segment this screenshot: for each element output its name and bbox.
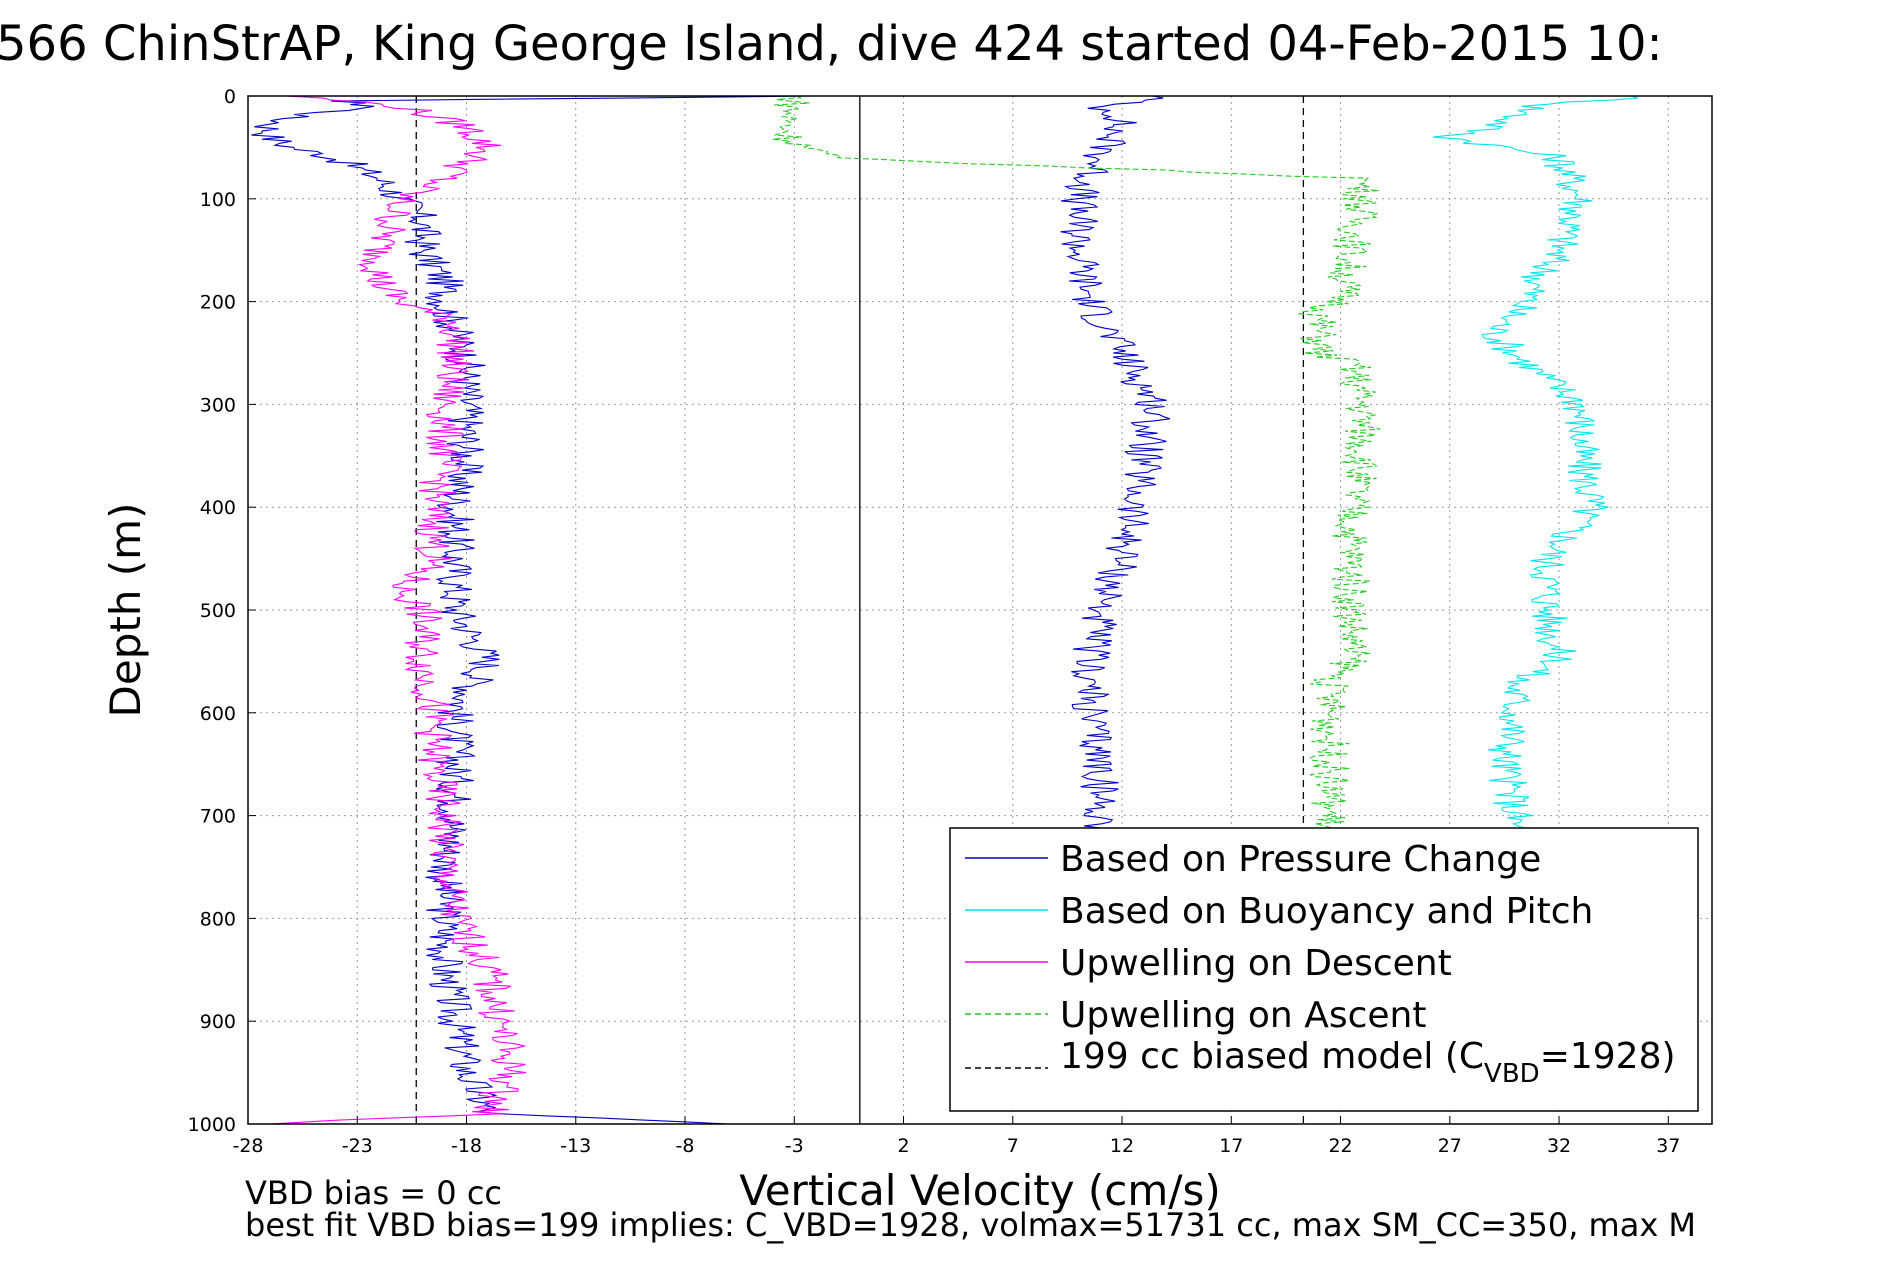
series-line-1-profile <box>1433 96 1638 837</box>
y-axis-label: Depth (m) <box>101 503 150 718</box>
legend-label-descent: Upwelling on Descent <box>1060 943 1452 984</box>
x-tick-label-8: 12 <box>1110 1135 1134 1157</box>
series-line-3-profile <box>772 96 1381 837</box>
x-tick-label-6: 2 <box>897 1135 909 1157</box>
legend-box <box>949 827 1699 1112</box>
series-line-0-ascent <box>1060 96 1171 837</box>
x-axis-label: Vertical Velocity (cm/s) <box>739 1166 1220 1215</box>
series-layer <box>251 96 1638 1124</box>
y-tick-label-0: 0 <box>224 86 236 108</box>
y-tick-label-4: 400 <box>200 497 236 519</box>
x-tick-label-3: -13 <box>560 1135 591 1157</box>
x-tick-label-10: 22 <box>1328 1135 1352 1157</box>
x-tick-label-7: 7 <box>1007 1135 1019 1157</box>
x-tick-label-9: 17 <box>1219 1135 1243 1157</box>
y-tick-label-6: 600 <box>200 703 236 725</box>
y-tick-label-8: 800 <box>200 908 236 930</box>
chart-title: 566 ChinStrAP, King George Island, dive … <box>0 16 1663 72</box>
x-tick-labels: -28 -23 -18 -13 -8 -3 2 7 12 17 22 27 32 37 <box>232 1116 1680 1157</box>
y-tick-label-5: 500 <box>200 600 236 622</box>
x-tick-label-1: -23 <box>342 1135 373 1157</box>
best-fit-note: best fit VBD bias=199 implies: C_VBD=192… <box>245 1206 1696 1244</box>
y-tick-label-2: 200 <box>200 292 236 314</box>
y-tick-label-3: 300 <box>200 394 236 416</box>
x-tick-label-5: -3 <box>785 1135 804 1157</box>
series-line-0-descent <box>251 96 810 1124</box>
legend-label-ascent: Upwelling on Ascent <box>1060 995 1426 1036</box>
x-tick-label-2: -18 <box>451 1135 482 1157</box>
legend-label-pressure: Based on Pressure Change <box>1060 839 1541 880</box>
x-tick-label-4: -8 <box>676 1135 695 1157</box>
legend: Based on Pressure Change Based on Buoyan… <box>949 827 1699 1112</box>
x-tick-label-13: 37 <box>1656 1135 1680 1157</box>
x-tick-label-11: 27 <box>1438 1135 1462 1157</box>
x-tick-label-0: -28 <box>232 1135 263 1157</box>
series-line-2-profile <box>269 96 527 1124</box>
y-tick-labels: 0 100 200 300 400 500 600 700 800 900 1000 <box>188 86 256 1136</box>
y-tick-label-10: 1000 <box>188 1114 236 1136</box>
y-tick-label-9: 900 <box>200 1011 236 1033</box>
legend-label-model: 199 cc biased model (CVBD=1928) <box>1060 1036 1676 1089</box>
y-tick-label-7: 700 <box>200 806 236 828</box>
legend-label-buoyancy: Based on Buoyancy and Pitch <box>1060 891 1593 932</box>
vbd-bias-note: VBD bias = 0 cc <box>245 1174 502 1212</box>
x-tick-label-12: 32 <box>1547 1135 1571 1157</box>
y-tick-label-1: 100 <box>200 189 236 211</box>
